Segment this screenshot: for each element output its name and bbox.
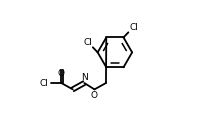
Text: Cl: Cl [83, 38, 92, 47]
Text: Cl: Cl [128, 23, 137, 32]
Text: Cl: Cl [39, 79, 48, 87]
Text: N: N [81, 73, 87, 82]
Text: O: O [90, 91, 98, 100]
Text: O: O [58, 69, 64, 78]
